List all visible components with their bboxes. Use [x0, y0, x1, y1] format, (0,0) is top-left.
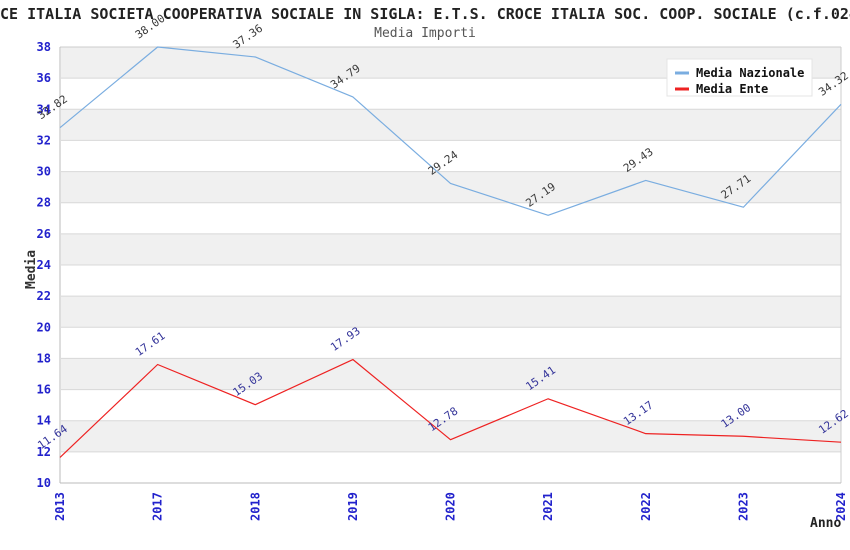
y-tick-label: 18	[37, 351, 51, 365]
series-line-media-ente	[59, 358, 842, 458]
y-tick-label: 36	[37, 71, 51, 85]
data-label: 38.00	[133, 12, 168, 42]
y-tick-label: 14	[37, 414, 51, 428]
y-tick-label: 16	[37, 383, 51, 397]
x-tick-label: 2017	[151, 492, 165, 521]
x-tick-label: 2019	[346, 492, 360, 521]
y-tick-label: 12	[37, 445, 51, 459]
series-line-media-nazionale	[59, 46, 842, 216]
y-tick-label: 22	[37, 289, 51, 303]
plot-band	[61, 358, 841, 390]
plot-band	[61, 296, 841, 328]
y-tick-label: 26	[37, 227, 51, 241]
y-tick-label: 20	[37, 320, 51, 334]
x-tick-label: 2013	[53, 492, 67, 521]
plot-band	[61, 233, 841, 265]
x-tick-label: 2020	[444, 492, 458, 521]
x-tick-label: 2023	[736, 492, 750, 521]
x-tick-label: 2018	[248, 492, 262, 521]
x-tick-label: 2022	[639, 492, 653, 521]
plot-band	[61, 420, 841, 452]
y-tick-label: 28	[37, 196, 51, 210]
y-tick-label: 32	[37, 133, 51, 147]
plot-band	[61, 171, 841, 203]
x-axis-title: Anno	[810, 516, 842, 531]
x-tick-label: 2021	[541, 492, 555, 521]
chart-subtitle: Media Importi	[374, 26, 476, 41]
y-tick-label: 30	[37, 165, 51, 179]
legend-label: Media Ente	[696, 82, 768, 96]
legend-box	[666, 58, 813, 97]
legend-label: Media Nazionale	[696, 66, 804, 80]
plot-band	[61, 109, 841, 141]
y-tick-label: 24	[37, 258, 51, 272]
y-tick-label: 10	[37, 476, 51, 490]
data-label: 17.61	[133, 329, 168, 359]
chart-title: OCE ITALIA SOCIETA COOPERATIVA SOCIALE I…	[0, 5, 850, 23]
y-tick-label: 38	[37, 40, 51, 54]
x-tick-label: 2024	[834, 492, 848, 521]
data-label: 17.93	[328, 324, 363, 354]
data-label: 29.43	[621, 145, 656, 175]
y-tick-label: 34	[37, 102, 51, 116]
